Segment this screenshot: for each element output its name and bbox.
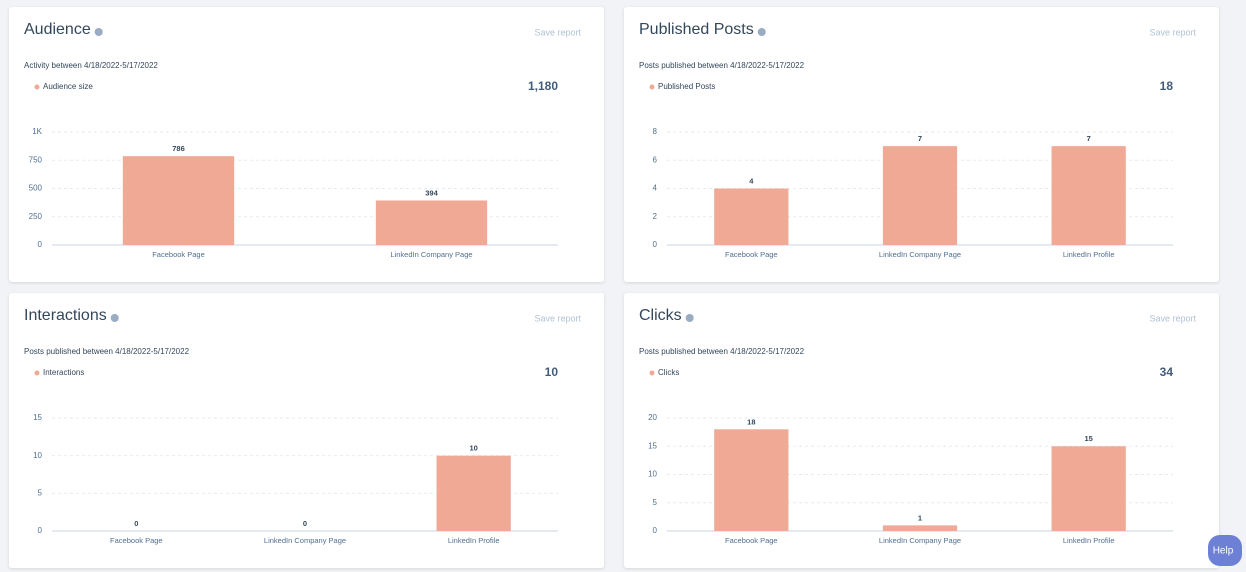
value-label: 786: [172, 144, 185, 153]
card-title: Interactions: [24, 307, 107, 324]
help-button[interactable]: Help: [1213, 546, 1234, 557]
bar: [1051, 446, 1126, 531]
value-label: 15: [1084, 434, 1092, 443]
x-tick-label: LinkedIn Company Page: [390, 250, 472, 259]
x-tick-label: LinkedIn Company Page: [264, 536, 346, 545]
y-tick-label: 6: [653, 155, 658, 164]
info-icon: [757, 28, 766, 36]
card-background: [9, 7, 604, 282]
subtitle: Posts published between 4/18/2022-5/17/2…: [639, 61, 805, 70]
total-value: 1,180: [528, 79, 558, 93]
value-label: 18: [747, 417, 755, 426]
bar: [714, 188, 789, 245]
y-tick-label: 15: [33, 413, 42, 422]
card-title: Published Posts: [639, 21, 754, 38]
y-tick-label: 4: [653, 184, 658, 193]
total-value: 18: [1160, 79, 1174, 93]
x-tick-label: Facebook Page: [152, 250, 205, 259]
y-tick-label: 8: [653, 127, 658, 136]
report-card: Clicks Save report Posts published between…: [624, 293, 1219, 568]
save-report[interactable]: Save report: [534, 27, 581, 37]
y-tick-label: 15: [648, 441, 657, 450]
card-title: Audience: [24, 21, 91, 38]
x-tick-label: Facebook Page: [725, 536, 778, 545]
y-tick-label: 500: [29, 184, 43, 193]
value-label: 7: [918, 134, 922, 143]
legend-label: Audience size: [43, 82, 93, 91]
y-tick-label: 0: [653, 526, 658, 535]
legend-dot: [649, 370, 655, 376]
bar: [1051, 146, 1126, 245]
y-tick-label: 5: [653, 498, 658, 507]
bar: [882, 146, 958, 245]
y-tick-label: 0: [38, 240, 43, 249]
x-tick-label: Facebook Page: [725, 250, 778, 259]
info-icon: [94, 28, 103, 36]
bar: [436, 455, 511, 531]
legend-label: Interactions: [43, 368, 84, 377]
card-title: Clicks: [639, 307, 682, 324]
bar: [122, 156, 235, 245]
total-value: 34: [1160, 365, 1174, 379]
value-label: 7: [1087, 134, 1091, 143]
x-tick-label: Facebook Page: [110, 536, 163, 545]
report-card: Published Posts Save report Posts publishe…: [624, 7, 1219, 282]
y-tick-label: 1K: [32, 127, 42, 136]
value-label: 0: [134, 519, 138, 528]
total-value: 10: [545, 365, 559, 379]
y-tick-label: 10: [648, 470, 657, 479]
value-label: 4: [749, 176, 754, 185]
y-tick-label: 20: [648, 413, 657, 422]
report-card: Interactions Save report Posts published b…: [9, 293, 604, 568]
y-tick-label: 250: [29, 212, 43, 221]
y-tick-label: 0: [653, 240, 658, 249]
report-card: Audience Save report Activity between 4/18…: [9, 7, 604, 282]
bar: [714, 429, 789, 531]
y-tick-label: 10: [33, 451, 42, 460]
legend-label: Published Posts: [658, 82, 715, 91]
x-tick-label: LinkedIn Profile: [1063, 250, 1115, 259]
legend-label: Clicks: [658, 368, 679, 377]
y-tick-label: 5: [38, 488, 43, 497]
x-tick-label: LinkedIn Profile: [1063, 536, 1115, 545]
help-button-bg[interactable]: [1208, 535, 1242, 566]
save-report[interactable]: Save report: [1149, 27, 1196, 37]
save-report[interactable]: Save report: [1149, 313, 1196, 323]
value-label: 10: [469, 444, 477, 453]
y-tick-label: 2: [653, 212, 658, 221]
legend-dot: [34, 84, 40, 90]
info-icon: [110, 314, 119, 322]
legend-dot: [649, 84, 655, 90]
save-report[interactable]: Save report: [534, 313, 581, 323]
subtitle: Activity between 4/18/2022-5/17/2022: [24, 61, 158, 70]
value-label: 394: [425, 188, 438, 197]
legend-dot: [34, 370, 40, 376]
info-icon: [685, 314, 694, 322]
y-tick-label: 750: [29, 155, 43, 164]
y-tick-label: 0: [38, 526, 43, 535]
x-tick-label: LinkedIn Company Page: [879, 250, 961, 259]
subtitle: Posts published between 4/18/2022-5/17/2…: [639, 347, 805, 356]
subtitle: Posts published between 4/18/2022-5/17/2…: [24, 347, 190, 356]
x-tick-label: LinkedIn Profile: [448, 536, 500, 545]
bar: [375, 200, 488, 245]
value-label: 1: [918, 513, 922, 522]
bar: [882, 525, 958, 531]
x-tick-label: LinkedIn Company Page: [879, 536, 961, 545]
value-label: 0: [303, 519, 307, 528]
